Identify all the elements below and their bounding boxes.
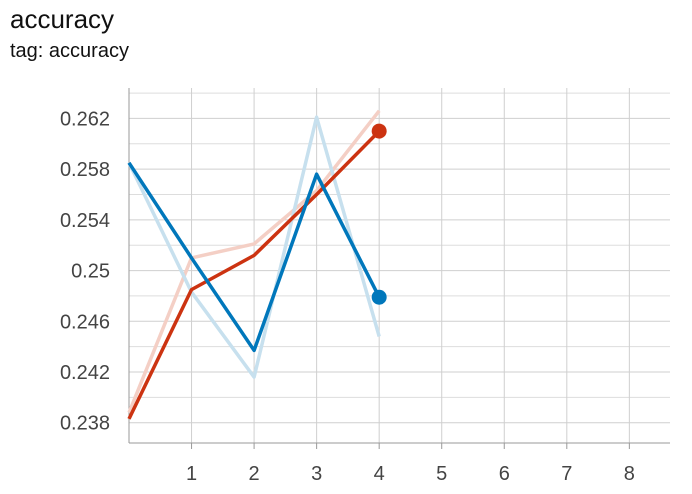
- x-tick-label: 6: [499, 463, 510, 485]
- x-tick-label: 4: [374, 463, 385, 485]
- series-1-end-point: [371, 123, 387, 139]
- y-tick-label: 0.258: [60, 159, 110, 181]
- y-tick-label: 0.242: [60, 362, 110, 384]
- x-tick-label: 8: [624, 463, 635, 485]
- y-tick-label: 0.238: [60, 413, 110, 435]
- chart-title: accuracy: [10, 4, 115, 34]
- x-tick-label: 1: [186, 463, 197, 485]
- x-tick-label: 7: [561, 463, 572, 485]
- series-1-line: [127, 129, 381, 420]
- x-tick-label: 5: [436, 463, 447, 485]
- y-tick-label: 0.25: [71, 261, 110, 283]
- y-tick-label: 0.246: [60, 311, 110, 333]
- y-tick-label: 0.254: [60, 210, 110, 232]
- x-tick-label: 3: [311, 463, 322, 485]
- series-2-raw-line: [127, 115, 381, 379]
- x-tick-label: 2: [249, 463, 260, 485]
- series-1-raw-line: [127, 109, 381, 414]
- y-tick-label: 0.262: [60, 108, 110, 130]
- chart-subtitle: tag: accuracy: [10, 40, 129, 62]
- series-2-end-point: [371, 289, 387, 305]
- series-2-line: [127, 161, 381, 353]
